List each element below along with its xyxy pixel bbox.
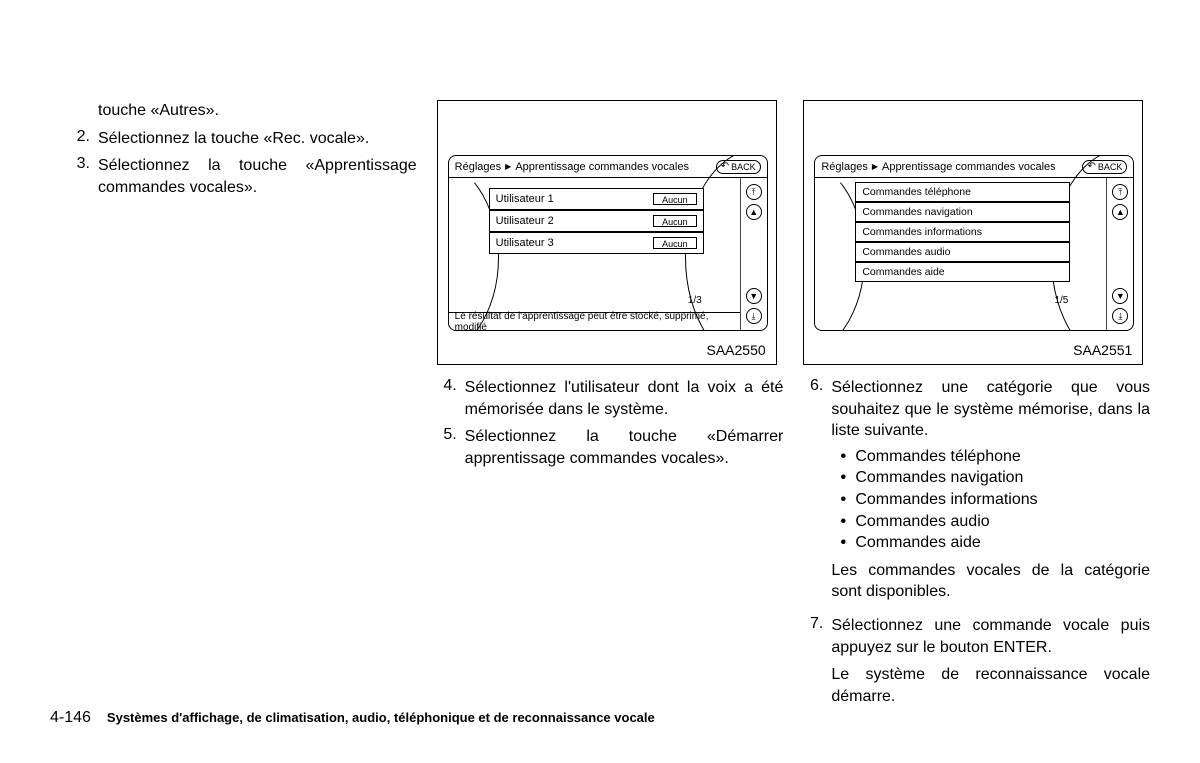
step-7: 7. Sélectionnez une commande vocale puis… [803,615,1150,713]
step-3: 3. Sélectionnez la touche «Apprentissage… [70,155,417,198]
breadcrumb-current: Apprentissage commandes vocales [515,161,689,173]
breadcrumb-current: Apprentissage commandes vocales [882,161,1056,173]
user-value-button[interactable]: Aucun [653,237,697,249]
list-item[interactable]: Commandes informations [855,222,1070,242]
bullet-icon: • [831,511,855,533]
list-item[interactable]: Commandes audio [855,242,1070,262]
step-text: Sélectionnez la touche «Apprentissage co… [98,155,417,198]
list-item[interactable]: Utilisateur 2 Aucun [489,210,704,232]
step-4: 4. Sélectionnez l'utilisateur dont la vo… [437,377,784,420]
scroll-bottom-icon[interactable]: ⤓ [1112,308,1128,324]
continuation-text: touche «Autres». [70,100,417,122]
section-title: Systèmes d'affichage, de climatisation, … [107,710,655,725]
status-text: Le résultat de l'apprentissage peut être… [455,311,734,332]
list-item[interactable]: Commandes téléphone [855,182,1070,202]
user-value-button[interactable]: Aucun [653,193,697,205]
status-bar: Le résultat de l'apprentissage peut être… [449,312,740,330]
step-5: 5. Sélectionnez la touche «Démarrer appr… [437,426,784,469]
list-item[interactable]: Commandes aide [855,262,1070,282]
bullet-icon: • [831,467,855,489]
page-footer: 4-146 Systèmes d'affichage, de climatisa… [50,709,655,727]
screen-main: Commandes téléphone Commandes navigation… [815,178,1107,330]
scroll-up-icon[interactable]: ▲ [746,204,762,220]
user-label: Utilisateur 2 [496,215,653,227]
scroll-bottom-icon[interactable]: ⤓ [746,308,762,324]
screen-main: Utilisateur 1 Aucun Utilisateur 2 Aucun … [449,178,741,330]
note-text: Les commandes vocales de la catégorie so… [831,560,1150,603]
step-6: 6. Sélectionnez une catégorie que vous s… [803,377,1150,609]
user-label: Utilisateur 1 [496,193,653,205]
screen-body: Commandes téléphone Commandes navigation… [815,178,1133,330]
step-text: Sélectionnez la touche «Démarrer apprent… [465,426,784,469]
step-number: 2. [70,128,98,150]
scroll-top-icon[interactable]: ⤒ [746,184,762,200]
step-text: Sélectionnez une catégorie que vous souh… [831,377,1150,609]
note-text: Le système de reconnaissance vocale déma… [831,664,1150,707]
step-number: 5. [437,426,465,469]
bullet-list: •Commandes téléphone •Commandes navigati… [831,446,1150,554]
step-number: 4. [437,377,465,420]
figure-saa2551: Réglages ▶ Apprentissage commandes vocal… [803,100,1143,365]
figure-saa2550: Réglages ▶ Apprentissage commandes vocal… [437,100,777,365]
column-3: Réglages ▶ Apprentissage commandes vocal… [803,100,1150,719]
step-text: Sélectionnez l'utilisateur dont la voix … [465,377,784,420]
figure-caption: SAA2551 [1073,342,1132,358]
list-item[interactable]: Commandes navigation [855,202,1070,222]
breadcrumb-separator-icon: ▶ [505,162,511,171]
step-2: 2. Sélectionnez la touche «Rec. vocale». [70,128,417,150]
user-list: Utilisateur 1 Aucun Utilisateur 2 Aucun … [489,188,704,308]
list-item[interactable]: Utilisateur 1 Aucun [489,188,704,210]
scroll-column: ⤒ ▲ ▼ ⤓ [1107,178,1133,330]
screen-body: Utilisateur 1 Aucun Utilisateur 2 Aucun … [449,178,767,330]
step-text: Sélectionnez la touche «Rec. vocale». [98,128,417,150]
column-2: Réglages ▶ Apprentissage commandes vocal… [437,100,784,719]
column-1: touche «Autres». 2. Sélectionnez la touc… [50,100,417,719]
category-list: Commandes téléphone Commandes navigation… [855,182,1070,308]
scroll-down-icon[interactable]: ▼ [1112,288,1128,304]
figure-caption: SAA2550 [707,342,766,358]
user-label: Utilisateur 3 [496,237,653,249]
scroll-up-icon[interactable]: ▲ [1112,204,1128,220]
step-number: 3. [70,155,98,198]
breadcrumb-separator-icon: ▶ [872,162,878,171]
user-value-button[interactable]: Aucun [653,215,697,227]
manual-page: touche «Autres». 2. Sélectionnez la touc… [0,0,1200,739]
page-indicator: 1/5 [1054,295,1068,306]
bullet-icon: • [831,532,855,554]
bullet-icon: • [831,489,855,511]
step-number: 7. [803,615,831,713]
list-item[interactable]: Utilisateur 3 Aucun [489,232,704,254]
device-screen: Réglages ▶ Apprentissage commandes vocal… [814,155,1134,331]
scroll-top-icon[interactable]: ⤒ [1112,184,1128,200]
page-number: 4-146 [50,709,91,727]
page-indicator: 1/3 [688,295,702,306]
scroll-column: ⤒ ▲ ▼ ⤓ [741,178,767,330]
step-text: Sélectionnez une commande vocale puis ap… [831,615,1150,713]
step-number: 6. [803,377,831,609]
device-screen: Réglages ▶ Apprentissage commandes vocal… [448,155,768,331]
bullet-icon: • [831,446,855,468]
scroll-down-icon[interactable]: ▼ [746,288,762,304]
